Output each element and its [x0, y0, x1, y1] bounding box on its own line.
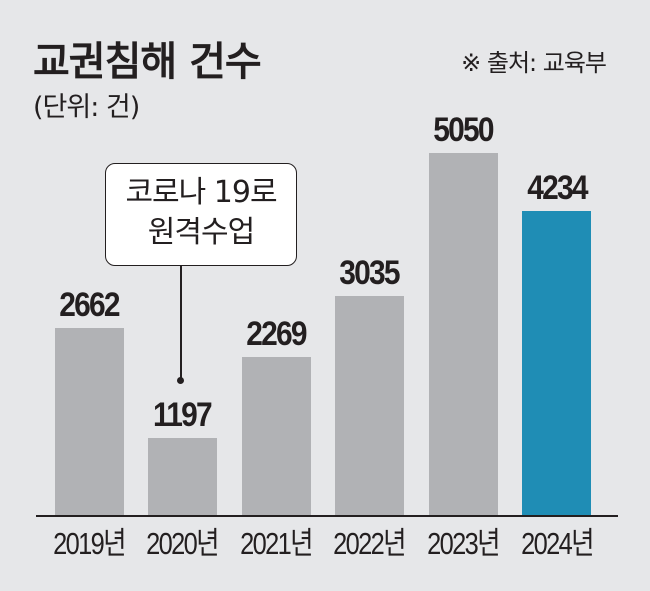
x-axis-line — [36, 515, 618, 517]
annotation-dot-icon — [177, 377, 184, 384]
bar-2019 — [55, 328, 124, 516]
value-label-2022: 3035 — [339, 254, 400, 292]
chart-source: ※ 출처: 교육부 — [461, 49, 607, 77]
value-label-2019: 2662 — [59, 286, 120, 324]
value-label-2024: 4234 — [527, 169, 588, 207]
bar-2024-highlight — [522, 211, 591, 516]
bar-2022 — [335, 296, 404, 516]
bar-2020 — [148, 438, 217, 516]
annotation-leader-line — [180, 266, 182, 380]
value-label-2023: 5050 — [433, 111, 494, 149]
x-label-2022: 2022년 — [333, 526, 406, 561]
x-label-2020: 2020년 — [146, 526, 219, 561]
x-label-2023: 2023년 — [427, 526, 500, 561]
bar-2021 — [242, 357, 311, 516]
x-label-2021: 2021년 — [240, 526, 313, 561]
value-label-2021: 2269 — [246, 315, 307, 353]
chart-unit: (단위: 건) — [33, 92, 140, 123]
annotation-callout: 코로나 19로 원격수업 — [105, 163, 297, 266]
value-label-2020: 1197 — [153, 396, 213, 434]
annotation-line1: 코로나 19로 — [125, 175, 277, 210]
x-label-2024: 2024년 — [521, 526, 594, 561]
bar-2023 — [429, 153, 498, 516]
annotation-line2: 원격수업 — [147, 215, 255, 250]
chart-title: 교권침해 건수 — [33, 39, 262, 85]
x-label-2019: 2019년 — [53, 526, 126, 561]
